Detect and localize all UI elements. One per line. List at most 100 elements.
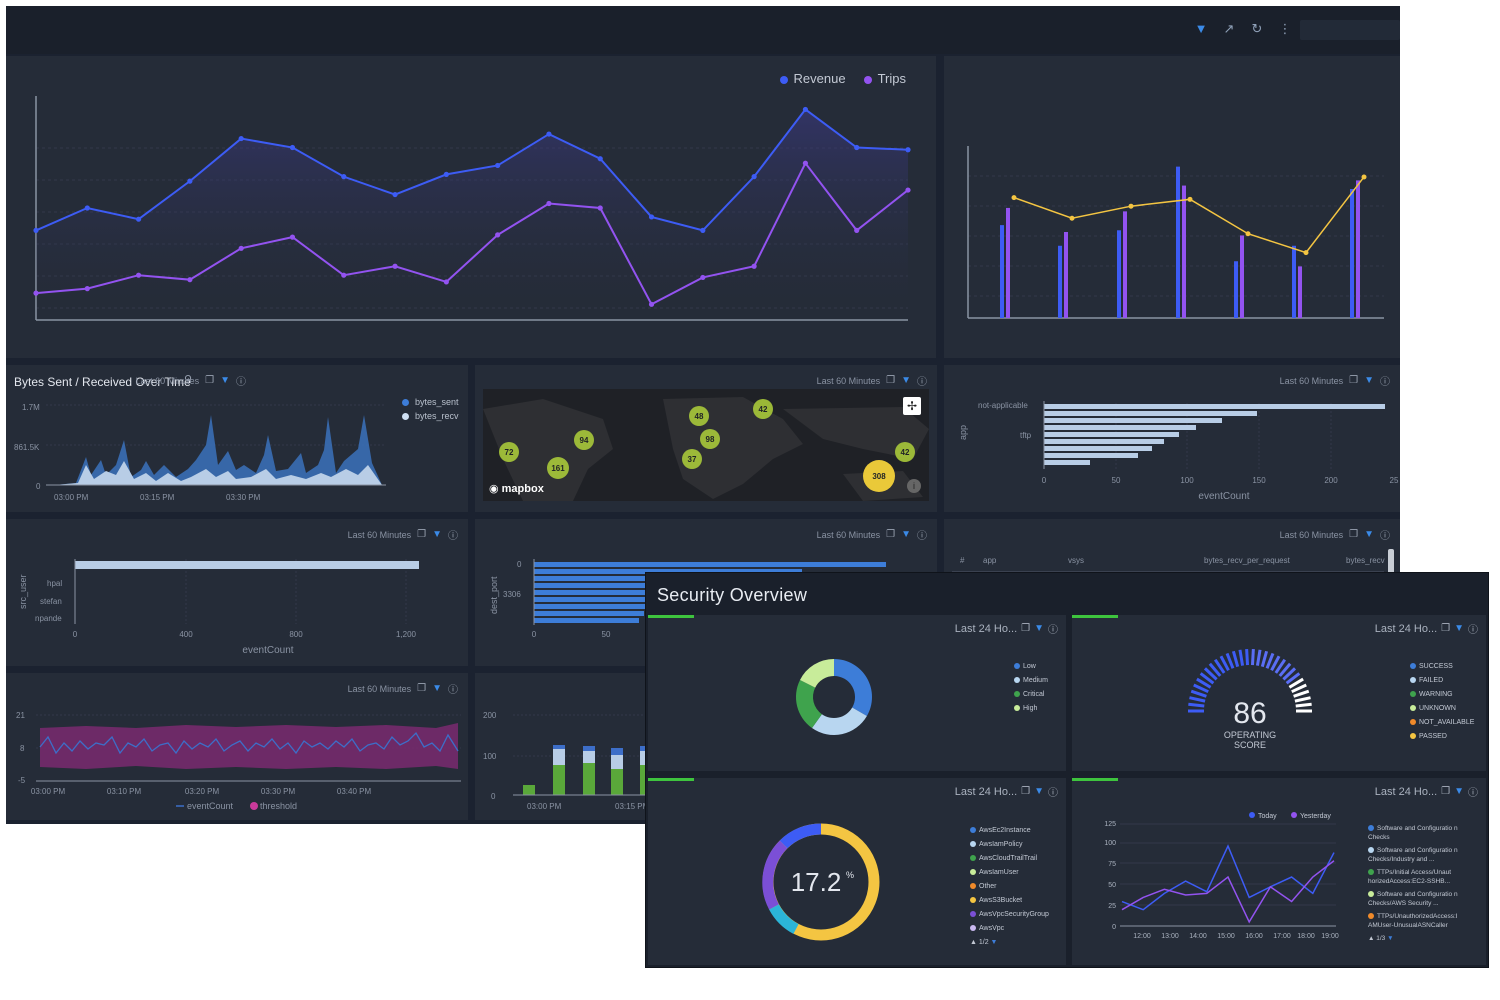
filter-icon[interactable]: ▼ — [1364, 375, 1374, 386]
search-icon[interactable]: ⚲ — [184, 374, 193, 386]
data-point — [495, 232, 501, 238]
score-label: OPERATING — [1224, 730, 1276, 740]
info-icon[interactable]: ⓘ — [1468, 625, 1478, 636]
info-icon[interactable]: ⓘ — [917, 531, 927, 542]
refresh-icon[interactable]: ↻ — [1251, 21, 1263, 36]
filter-icon[interactable]: ▼ — [1454, 786, 1464, 797]
revenue-chart — [33, 96, 911, 321]
copy-icon[interactable]: ❐ — [886, 529, 896, 540]
y-tick: -5 — [18, 776, 26, 785]
copy-icon[interactable]: ❐ — [1021, 786, 1031, 797]
filter-icon[interactable]: ▼ — [1454, 623, 1464, 634]
legend-high: High — [1014, 702, 1048, 716]
data-point — [1303, 250, 1309, 256]
event-threshold-chart: 21 8 -5 03:00 PM 03:10 PM 03:20 PM 03:30… — [16, 711, 461, 811]
gauge-tick — [1238, 649, 1245, 666]
filter-icon[interactable]: ▼ — [901, 529, 911, 540]
bar — [1292, 245, 1296, 318]
copy-icon[interactable]: ❐ — [1021, 623, 1031, 634]
info-icon[interactable]: ⓘ — [236, 377, 246, 388]
more-vertical-icon[interactable]: ⋮ — [1278, 21, 1292, 36]
info-icon[interactable]: ⓘ — [1468, 788, 1478, 799]
page-title: Security Overview — [657, 585, 808, 605]
copy-icon[interactable]: ❐ — [1441, 623, 1451, 634]
x-tick: 400 — [179, 630, 193, 639]
filter-icon[interactable]: ▼ — [432, 683, 442, 694]
x-tick: 0 — [532, 630, 537, 639]
info-icon[interactable]: ⓘ — [448, 531, 458, 542]
info-icon[interactable]: i — [907, 479, 921, 493]
severity-donut — [795, 659, 872, 736]
filter-icon[interactable]: ▼ — [1034, 623, 1044, 634]
legend-pager[interactable]: ▲ 1/3 ▼ — [1368, 935, 1394, 942]
map-panel: Last 60 Minutes ❐ ▼ ⓘ 48 42 94 98 72 37 161… — [475, 365, 937, 512]
copy-icon[interactable]: ❐ — [1349, 375, 1359, 386]
filter-icon[interactable]: ▼ — [220, 375, 230, 386]
column-header[interactable]: bytes_recv — [1346, 556, 1385, 565]
legend-revenue: Revenue — [779, 71, 846, 86]
info-icon[interactable]: ⓘ — [1048, 788, 1058, 799]
x-tick: 16:00 — [1245, 933, 1263, 940]
copy-icon[interactable]: ❐ — [886, 375, 896, 386]
scrollbar[interactable] — [1388, 549, 1394, 579]
fullscreen-icon[interactable]: ✢ — [903, 397, 921, 415]
filter-icon[interactable]: ▼ — [1194, 21, 1208, 36]
data-point — [238, 245, 244, 251]
time-range: Last 60 Minutes — [816, 529, 881, 540]
search-input[interactable] — [1300, 20, 1400, 40]
cluster-marker: 37 — [688, 455, 697, 464]
legend-medium: Medium — [1014, 674, 1048, 688]
info-icon[interactable]: ⓘ — [1048, 625, 1058, 636]
column-header[interactable]: app — [983, 556, 997, 565]
data-point — [802, 160, 809, 166]
map-view[interactable]: 48 42 94 98 72 37 161 42 308 ◉ mapbox ✢ … — [483, 389, 929, 501]
bar — [1182, 185, 1186, 318]
filter-icon[interactable]: ▼ — [1364, 529, 1374, 540]
copy-icon[interactable]: ❐ — [417, 529, 427, 540]
gauge-tick — [1213, 658, 1226, 674]
legend-item: TTPs/UnauthorizedAccess:I AMUser-Unusual… — [1368, 913, 1458, 929]
filter-icon[interactable]: ▼ — [1034, 786, 1044, 797]
bar — [1350, 189, 1354, 318]
severity-panel: Last 24 Ho... ❐ ▼ ⓘ Low Medium Critical Hig… — [648, 615, 1066, 771]
top-bar: ▼ ↗ ↻ ⋮ — [6, 6, 1400, 54]
info-icon[interactable]: ⓘ — [1380, 531, 1390, 542]
filter-icon[interactable]: ▼ — [432, 529, 442, 540]
gauge-tick — [1265, 652, 1275, 669]
copy-icon[interactable]: ❐ — [1441, 786, 1451, 797]
column-header[interactable]: vsys — [1068, 556, 1084, 565]
legend-pager[interactable]: ▲ 1/2 ▼ — [970, 939, 998, 946]
info-icon[interactable]: ⓘ — [917, 377, 927, 388]
copy-icon[interactable]: ❐ — [417, 683, 427, 694]
data-point — [495, 162, 501, 169]
data-point — [854, 227, 860, 233]
time-range: Last 24 Ho... — [954, 785, 1018, 798]
combo-chart-panel — [944, 56, 1400, 358]
copy-icon[interactable]: ❐ — [1349, 529, 1359, 540]
column-header[interactable]: bytes_recv_per_request — [1204, 556, 1290, 565]
x-tick: 50 — [602, 630, 611, 639]
cluster-marker: 308 — [872, 472, 886, 481]
x-tick: 03:15 PM — [140, 493, 175, 502]
data-point — [1069, 215, 1075, 221]
x-tick: 03:30 PM — [226, 493, 261, 502]
data-point — [187, 178, 193, 184]
x-tick: 15:00 — [1217, 933, 1235, 940]
x-tick: 19:00 — [1321, 933, 1339, 940]
data-point — [84, 205, 90, 211]
gauge-tick — [1219, 655, 1230, 672]
filter-icon[interactable]: ▼ — [901, 375, 911, 386]
info-icon[interactable]: ⓘ — [1380, 377, 1390, 388]
axis-label: dest_port — [489, 576, 499, 614]
bar — [1000, 225, 1004, 318]
legend-item: AwsIamUser — [970, 866, 1049, 880]
x-tick: 0 — [1042, 476, 1047, 485]
column-header[interactable]: # — [960, 556, 965, 565]
operating-score-panel: Last 24 Ho... ❐ ▼ ⓘ 86 OPERATING SCORE SUCC… — [1072, 615, 1486, 771]
cluster-marker: 72 — [505, 448, 514, 457]
export-icon[interactable]: ↗ — [1223, 21, 1235, 36]
copy-icon[interactable]: ❐ — [205, 375, 215, 386]
time-range: Last 60 Minutes — [347, 529, 412, 540]
x-tick: 100 — [1180, 476, 1194, 485]
info-icon[interactable]: ⓘ — [448, 685, 458, 696]
